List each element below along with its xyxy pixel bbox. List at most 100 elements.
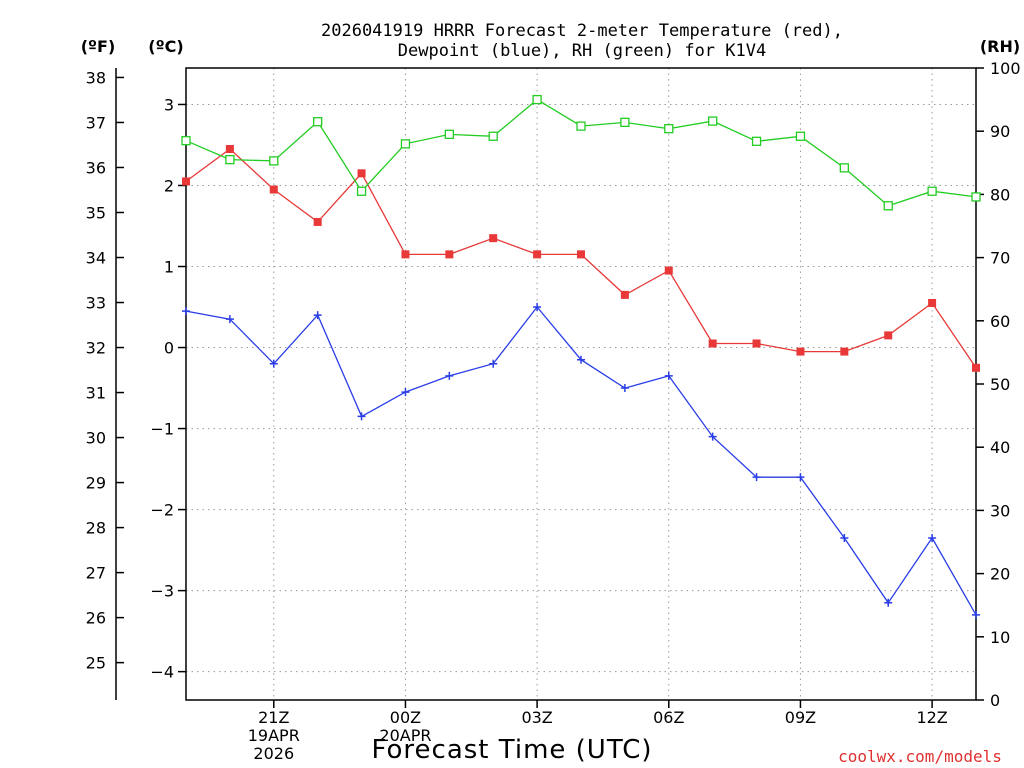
temperature-data-point xyxy=(445,250,454,259)
dewpoint-data-point xyxy=(972,610,980,619)
plot-frame xyxy=(185,67,977,701)
celsius-tick-label: −2 xyxy=(150,501,174,520)
dewpoint-data-point xyxy=(577,355,585,364)
fahrenheit-tick-label: 26 xyxy=(86,609,106,628)
fahrenheit-tick-label: 32 xyxy=(86,339,106,358)
fahrenheit-tick-label: 38 xyxy=(86,68,106,87)
time-tick-label: 09Z xyxy=(785,708,816,727)
celsius-axis: 3 2 1 0 −1 −2 −3 −4 xyxy=(150,95,186,682)
rh-data-point xyxy=(620,117,630,128)
dewpoint-data-point xyxy=(752,473,761,482)
temperature-data-point xyxy=(972,363,980,372)
temperature-data-point xyxy=(752,339,761,348)
rh-data-point xyxy=(356,186,367,196)
dewpoint-data-point xyxy=(269,359,278,368)
rh-tick-label: 80 xyxy=(990,185,1010,204)
fahrenheit-tick-label: 31 xyxy=(86,384,106,403)
celsius-tick-label: 1 xyxy=(164,258,174,277)
rh-data-point xyxy=(444,129,454,140)
celsius-tick-label: −1 xyxy=(150,420,174,439)
rh-data-point xyxy=(532,94,542,105)
rh-data-point xyxy=(181,136,191,146)
temperature-series-line xyxy=(185,148,977,369)
time-tick-label: 00Z xyxy=(390,708,421,727)
dewpoint-series-line xyxy=(185,305,977,616)
dewpoint-data-point xyxy=(401,388,410,397)
chart-title-line-1: 2026041919 HRRR Forecast 2-meter Tempera… xyxy=(321,21,843,41)
temperature-data-point xyxy=(620,290,629,299)
dewpoint-data-point xyxy=(313,311,322,320)
dewpoint-data-point xyxy=(796,473,805,482)
series-layer xyxy=(181,94,981,619)
temperature-data-point xyxy=(489,234,498,243)
fahrenheit-tick-label: 27 xyxy=(86,564,106,583)
fahrenheit-tick-label: 33 xyxy=(86,294,106,313)
time-tick-label: 19APR xyxy=(248,726,300,745)
celsius-tick-label: 0 xyxy=(164,339,174,358)
temperature-data-point xyxy=(840,347,849,356)
fahrenheit-tick-label: 36 xyxy=(86,158,106,177)
rh-tick-label: 10 xyxy=(990,628,1010,647)
temperature-data-point xyxy=(401,250,410,259)
celsius-tick-label: 3 xyxy=(164,95,174,114)
rh-data-point xyxy=(488,131,498,141)
dewpoint-data-point xyxy=(884,598,893,607)
celsius-tick-label: 2 xyxy=(164,176,174,195)
chart-title-line-2: Dewpoint (blue), RH (green) for K1V4 xyxy=(398,41,766,61)
rh-data-point xyxy=(400,139,411,149)
rh-tick-label: 50 xyxy=(990,375,1010,394)
rh-data-point xyxy=(927,186,937,196)
temperature-data-point xyxy=(928,298,937,307)
rh-series-line xyxy=(185,98,977,207)
credit-text: coolwx.com/models xyxy=(838,747,1002,766)
fahrenheit-tick-label: 30 xyxy=(86,429,106,448)
dewpoint-data-point xyxy=(664,371,673,380)
dewpoint-data-point xyxy=(928,533,937,542)
time-tick-label: 2026 xyxy=(253,744,294,763)
rh-tick-label: 90 xyxy=(990,122,1010,141)
dewpoint-data-point xyxy=(533,303,542,312)
dewpoint-data-point xyxy=(708,432,717,441)
rh-data-point xyxy=(883,201,893,211)
temperature-data-point xyxy=(664,266,673,275)
rh-tick-label: 100 xyxy=(990,59,1021,78)
time-tick-label: 21Z xyxy=(258,708,289,727)
temperature-data-point xyxy=(269,185,278,194)
rh-tick-label: 40 xyxy=(990,438,1010,457)
rh-tick-label: 70 xyxy=(990,249,1010,268)
fahrenheit-tick-label: 35 xyxy=(86,203,106,222)
temperature-data-point xyxy=(708,339,717,348)
temperature-data-point xyxy=(225,145,234,154)
rh-data-point xyxy=(839,163,849,173)
rh-data-point xyxy=(795,131,806,141)
celsius-unit-label: (ºC) xyxy=(148,37,183,56)
time-tick-label: 03Z xyxy=(521,708,552,727)
dewpoint-data-point xyxy=(620,384,629,393)
dewpoint-data-point xyxy=(840,533,849,542)
temperature-data-point xyxy=(884,331,893,340)
rh-data-point xyxy=(751,136,762,146)
grid-lines xyxy=(186,68,976,700)
fahrenheit-axis: 38 37 36 35 34 33 32 31 30 29 28 27 26 25 xyxy=(86,68,124,673)
fahrenheit-tick-label: 34 xyxy=(86,249,106,268)
rh-data-point xyxy=(708,116,718,126)
fahrenheit-tick-label: 28 xyxy=(86,519,106,538)
rh-data-point xyxy=(971,192,981,202)
time-tick-label: 06Z xyxy=(653,708,684,727)
temperature-data-point xyxy=(796,347,805,356)
rh-data-point xyxy=(269,156,279,166)
rh-unit-label: (RH) xyxy=(980,37,1020,56)
temperature-data-point xyxy=(182,177,190,186)
temperature-data-point xyxy=(313,217,322,226)
fahrenheit-tick-label: 25 xyxy=(86,654,106,673)
dewpoint-data-point xyxy=(489,359,498,368)
rh-tick-label: 30 xyxy=(990,501,1010,520)
dewpoint-data-point xyxy=(445,371,454,380)
rh-data-point xyxy=(664,124,674,134)
dewpoint-data-point xyxy=(357,412,366,421)
celsius-tick-label: −4 xyxy=(150,663,174,682)
dewpoint-data-point xyxy=(225,315,234,324)
